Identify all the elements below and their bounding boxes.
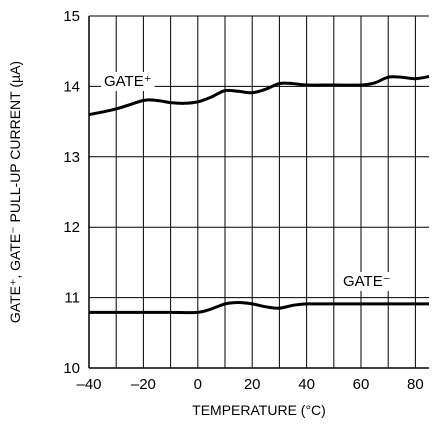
y-axis-title: GATE⁺, GATE⁻ PULL-UP CURRENT (µA) [7,61,23,323]
y-tick-label: 11 [64,290,80,307]
x-tick-label: 20 [244,376,261,393]
series-layer [88,75,430,315]
x-tick-label: 40 [298,376,315,393]
gate-plus-label-background [101,72,155,91]
x-tick-label: 60 [353,376,370,393]
gate-minus-curve [89,301,429,315]
x-tick-label: 0 [194,376,202,393]
y-tick-label: 10 [63,360,80,377]
y-tick-label: 13 [63,149,80,166]
grid [89,16,429,368]
y-tick-label: 12 [63,219,80,236]
series-label-gate-minus: GATE⁻ [343,273,391,290]
axes: 10 11 12 13 14 15 –40 –20 0 20 40 60 80 [63,8,429,393]
x-tick-label: 80 [407,376,424,393]
x-axis-title: TEMPERATURE (°C) [192,402,326,418]
gate-plus-curve [88,75,430,117]
gate-minus-label-background [340,272,394,291]
x-tick-label: –40 [76,376,101,393]
x-tick-label: –20 [131,376,156,393]
series-label-gate-plus: GATE⁺ [104,73,152,90]
series-labels: GATE⁺ GATE⁻ [101,72,394,291]
y-tick-label: 15 [63,8,80,25]
y-tick-label: 14 [63,78,80,95]
